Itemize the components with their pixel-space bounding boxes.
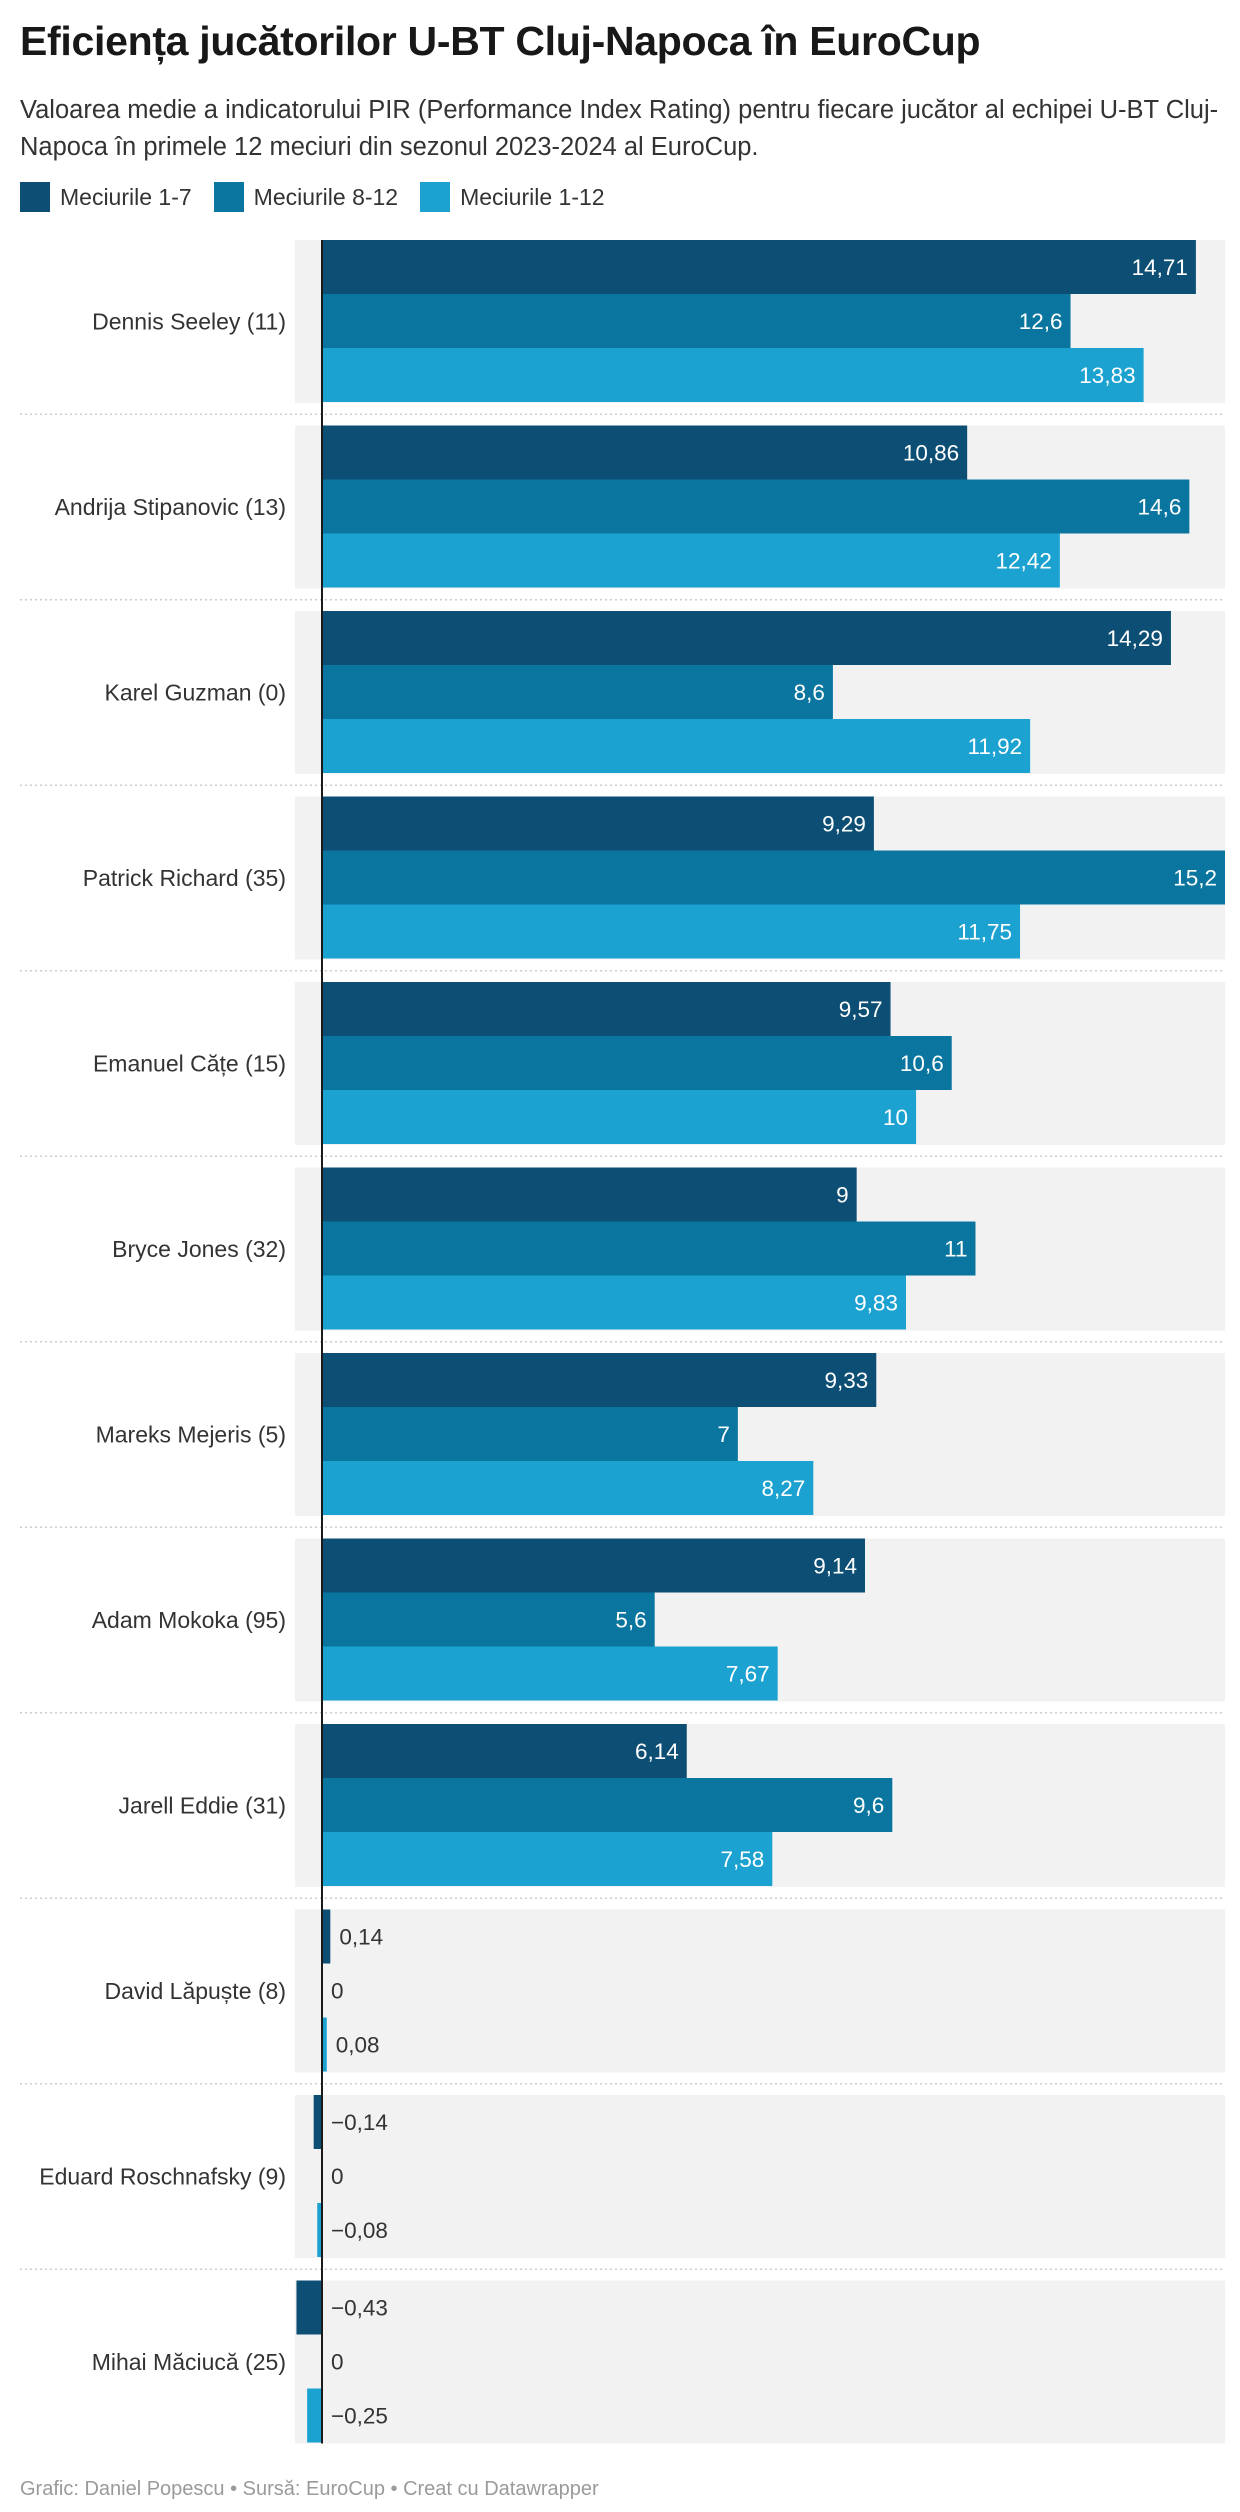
- category-label: David Lăpuște (8): [104, 1978, 286, 2004]
- data-label: 9,33: [824, 1368, 868, 1393]
- data-label: 9,83: [854, 1291, 898, 1316]
- row-background: [295, 2280, 1225, 2444]
- row-background: [295, 2095, 1225, 2258]
- data-label: 14,71: [1132, 255, 1188, 280]
- data-label: 0: [331, 2350, 344, 2375]
- data-label: 0: [331, 2164, 344, 2189]
- category-label: Jarell Eddie (31): [119, 1793, 286, 1819]
- bar: [322, 1724, 687, 1778]
- category-label: Adam Mokoka (95): [92, 1607, 286, 1633]
- data-label: 0: [331, 1979, 344, 2004]
- bar: [322, 479, 1190, 534]
- bar: [322, 1353, 877, 1407]
- legend: Meciurile 1-7 Meciurile 8-12 Meciurile 1-1…: [20, 182, 605, 212]
- bar: [322, 533, 1060, 588]
- data-label: 12,42: [996, 549, 1052, 574]
- bar: [322, 294, 1071, 348]
- bar: [313, 2095, 322, 2149]
- bar: [322, 1090, 917, 1144]
- category-label: Andrija Stipanovic (13): [55, 494, 286, 520]
- category-label: Patrick Richard (35): [83, 865, 286, 891]
- data-label: 9,6: [853, 1793, 884, 1818]
- data-label: 6,14: [635, 1739, 679, 1764]
- category-label: Karel Guzman (0): [104, 680, 286, 706]
- data-label: −0,43: [331, 2296, 388, 2321]
- data-label: −0,25: [331, 2404, 388, 2429]
- data-label: 9,57: [839, 997, 883, 1022]
- bar: [322, 1538, 865, 1593]
- bar: [307, 2388, 322, 2443]
- bar: [322, 1167, 857, 1222]
- data-label: 14,29: [1107, 626, 1163, 651]
- data-label: 9,29: [822, 812, 866, 837]
- data-label: 8,27: [762, 1476, 806, 1501]
- bar: [322, 719, 1031, 773]
- category-label: Emanuel Cățe (15): [93, 1051, 286, 1077]
- data-label: −0,14: [331, 2110, 388, 2135]
- data-label: −0,08: [331, 2218, 388, 2243]
- data-label: 7,67: [726, 1662, 770, 1687]
- legend-label: Meciurile 1-12: [460, 183, 605, 210]
- bar: [322, 1275, 906, 1330]
- bar: [322, 240, 1196, 294]
- bar: [322, 1592, 655, 1647]
- bar: [322, 1461, 814, 1515]
- bar: [322, 1909, 331, 1964]
- data-label: 8,6: [794, 680, 825, 705]
- data-label: 0,14: [339, 1925, 383, 1950]
- data-label: 10,6: [900, 1051, 944, 1076]
- chart-subtitle: Valoarea medie a indicatorului PIR (Perf…: [20, 96, 1219, 161]
- data-label: 11,92: [968, 734, 1023, 759]
- bar: [322, 611, 1171, 665]
- category-label: Mihai Măciucă (25): [92, 2349, 286, 2375]
- bar: [322, 425, 968, 480]
- data-label: 0,08: [336, 2033, 380, 2058]
- bar: [317, 2203, 322, 2257]
- bar: [322, 904, 1021, 959]
- legend-label: Meciurile 1-7: [60, 183, 192, 210]
- data-label: 14,6: [1138, 495, 1182, 520]
- data-label: 11: [944, 1237, 967, 1262]
- data-label: 11,75: [957, 920, 1012, 945]
- data-label: 7: [717, 1422, 730, 1447]
- legend-swatch: [420, 182, 451, 212]
- row-background: [295, 1909, 1225, 2073]
- bar: [322, 1646, 778, 1701]
- legend-swatch: [20, 182, 50, 212]
- data-label: 13,83: [1079, 363, 1135, 388]
- bar: [322, 1407, 738, 1461]
- legend-item-3: Meciurile 1-12: [420, 182, 605, 212]
- data-label: 12,6: [1019, 309, 1063, 334]
- category-label: Bryce Jones (32): [112, 1236, 286, 1262]
- data-label: 10,86: [903, 441, 959, 466]
- bar: [322, 348, 1144, 402]
- bar: [322, 850, 1225, 905]
- bar: [322, 1036, 952, 1090]
- legend-item-1: Meciurile 1-7: [20, 182, 192, 212]
- data-label: 7,58: [721, 1847, 765, 1872]
- bar: [322, 1832, 773, 1886]
- chart-title: Eficiența jucătorilor U-BT Cluj-Napoca î…: [20, 18, 981, 64]
- bar: [322, 796, 874, 851]
- data-label: 5,6: [615, 1608, 646, 1633]
- legend-swatch: [213, 182, 244, 212]
- category-label: Eduard Roschnafsky (9): [39, 2164, 286, 2190]
- bar: [322, 982, 891, 1036]
- category-label: Mareks Mejeris (5): [96, 1422, 286, 1448]
- data-label: 15,2: [1173, 866, 1217, 891]
- bar: [322, 665, 833, 719]
- data-label: 10: [883, 1105, 908, 1130]
- data-label: 9,14: [813, 1554, 857, 1579]
- legend-label: Meciurile 8-12: [253, 183, 399, 210]
- legend-item-2: Meciurile 8-12: [213, 182, 399, 212]
- data-label: 9: [836, 1183, 849, 1208]
- chart-footer: Grafic: Daniel Popescu • Sursă: EuroCup …: [20, 2478, 599, 2500]
- bar: [296, 2280, 322, 2335]
- bar: [322, 1221, 976, 1276]
- category-label: Dennis Seeley (11): [92, 309, 286, 335]
- bar: [322, 1778, 893, 1832]
- bar: [322, 2017, 327, 2072]
